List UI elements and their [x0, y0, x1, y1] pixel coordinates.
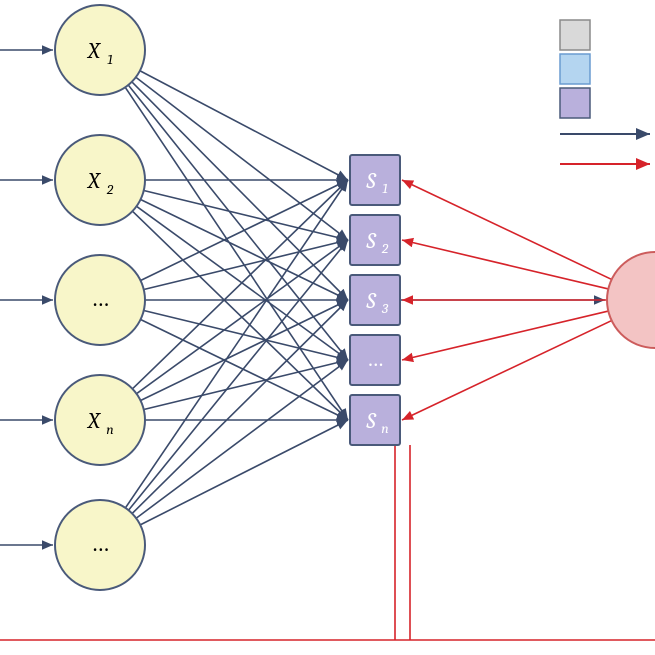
input-label: X: [86, 408, 101, 434]
hidden-label: S: [365, 228, 376, 254]
input-node: X2: [55, 135, 145, 225]
forward-edge: [136, 360, 348, 518]
forward-edge: [140, 71, 348, 180]
hidden-node: S3: [350, 275, 400, 325]
legend-box: [560, 20, 590, 50]
hidden-label-sub: 3: [381, 300, 389, 317]
input-label: …: [91, 529, 109, 557]
hidden-label-sub: 1: [382, 180, 388, 197]
hidden-node: S1: [350, 155, 400, 205]
legend: [560, 20, 650, 164]
hidden-label: …: [367, 346, 384, 372]
input-label-sub: 2: [106, 181, 114, 198]
legend-box: [560, 88, 590, 118]
input-label-sub: n: [106, 421, 113, 438]
input-label-sub: 1: [107, 51, 113, 68]
backward-edge: [402, 311, 608, 360]
forward-edge: [132, 82, 348, 300]
hidden-node: S2: [350, 215, 400, 265]
input-node: …: [55, 500, 145, 590]
output-node: [607, 252, 655, 348]
input-label: X: [86, 38, 101, 64]
hidden-node: Sn: [350, 395, 400, 445]
network-diagram: X1X2…Xn…S1S2S3…Sn: [0, 0, 655, 655]
forward-edge: [140, 420, 348, 525]
input-node: Xn: [55, 375, 145, 465]
forward-edge: [125, 180, 348, 508]
backward-edge: [402, 240, 608, 289]
input-node: …: [55, 255, 145, 345]
hidden-label: S: [365, 288, 376, 314]
hidden-label-sub: n: [381, 420, 388, 437]
hidden-label: S: [365, 168, 376, 194]
legend-box: [560, 54, 590, 84]
hidden-label: S: [365, 408, 376, 434]
input-label: X: [86, 168, 101, 194]
forward-edge: [136, 77, 348, 240]
forward-edge: [128, 85, 348, 360]
forward-edge: [125, 87, 348, 420]
diagram-root: X1X2…Xn…S1S2S3…Sn: [0, 0, 655, 655]
input-label: …: [91, 284, 109, 312]
forward-edge: [132, 300, 348, 514]
hidden-label-sub: 2: [381, 240, 389, 257]
incoming-edges: [0, 50, 53, 545]
input-node: X1: [55, 5, 145, 95]
hidden-node: …: [350, 335, 400, 385]
forward-edges: [125, 71, 348, 525]
